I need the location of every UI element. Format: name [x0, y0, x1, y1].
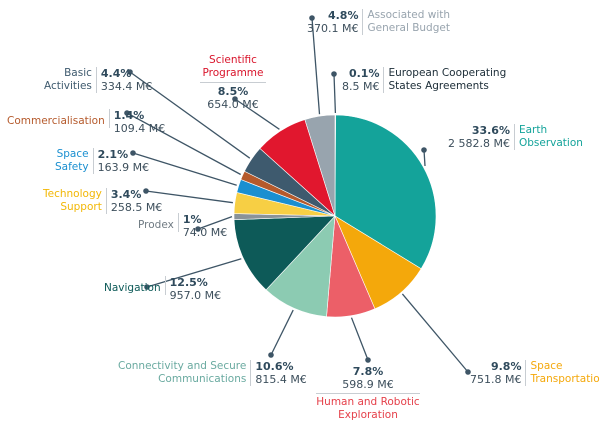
label-ecsa: 0.1% 8.5 M€ European Cooperating States …	[342, 67, 506, 93]
pct-sci: 8.5%	[217, 85, 249, 98]
name-csc-1: Connectivity and Secure	[118, 360, 247, 372]
leader-ba	[129, 71, 251, 159]
slice-eo	[334, 114, 437, 270]
amt-st: 751.8 M€	[470, 373, 522, 386]
amt-csc: 815.4 M€	[255, 373, 307, 386]
leader-dot-ecsa	[331, 71, 337, 77]
name-sci-2: Programme	[202, 67, 264, 79]
name-ba-2: Activities	[44, 80, 92, 92]
amt-sci: 654.0 M€	[207, 98, 259, 111]
label-space-transportation: 9.8% 751.8 M€ Space Transportation	[470, 360, 600, 386]
leader-dot-csc	[268, 352, 274, 358]
name-st-1: Space	[530, 360, 563, 372]
leader-csc	[270, 309, 294, 356]
leader-dot-ba	[127, 69, 133, 75]
name-sci-1: Scientific	[209, 54, 257, 66]
name-ss-1: Space	[56, 148, 89, 160]
leader-dot-prodex	[195, 226, 201, 232]
name-csc-2: Communications	[158, 373, 247, 385]
leader-dot-nav	[144, 284, 150, 290]
name-hre-2: Exploration	[338, 409, 398, 421]
label-space-safety: Space Safety 2.1% 163.9 M€	[55, 148, 149, 174]
leader-dot-hre	[365, 357, 371, 363]
leader-ecsa	[333, 73, 337, 114]
amt-ss: 163.9 M€	[97, 161, 150, 174]
leader-dot-agb	[309, 15, 315, 21]
leader-dot-ss	[130, 150, 136, 156]
name-prodex: Prodex	[138, 219, 174, 231]
label-earth-observation: 33.6% 2 582.8 M€ Earth Observation	[448, 124, 583, 150]
amt-ba: 334.4 M€	[100, 80, 153, 93]
label-prodex: Prodex 1% 74.0 M€	[138, 213, 227, 239]
name-nav: Navigation	[104, 282, 161, 294]
amt-com: 109.4 M€	[113, 122, 166, 135]
amt-ecsa: 8.5 M€	[342, 80, 380, 93]
leader-dot-sci	[232, 96, 238, 102]
leader-com	[126, 112, 242, 176]
pct-prodex: 1%	[182, 213, 202, 226]
leader-hre	[350, 317, 369, 361]
name-ts-1: Technology	[43, 188, 102, 200]
pct-com: 1.4%	[113, 109, 145, 122]
pct-csc: 10.6%	[255, 360, 294, 373]
leader-lines	[124, 15, 471, 375]
leader-dot-eo	[421, 147, 427, 153]
leader-dot-com	[124, 110, 130, 116]
name-eo-2: Observation	[518, 137, 583, 149]
name-com: Commercialisation	[7, 115, 105, 127]
pct-ecsa: 0.1%	[348, 67, 380, 80]
label-technology-support: Technology Support 3.4% 258.5 M€	[43, 188, 162, 214]
amt-ts: 258.5 M€	[110, 201, 163, 214]
name-ba-1: Basic	[64, 67, 92, 79]
pct-st: 9.8%	[490, 360, 522, 373]
leader-nav	[146, 258, 242, 288]
pct-ts: 3.4%	[110, 188, 142, 201]
leader-st	[401, 293, 469, 373]
pct-agb: 4.8%	[327, 9, 359, 22]
pct-nav: 12.5%	[169, 276, 208, 289]
label-scientific: Scientific Programme 8.5% 654.0 M€	[200, 54, 266, 111]
name-agb-2: General Budget	[367, 22, 450, 34]
name-agb-1: Associated with	[367, 9, 451, 21]
label-commercialisation: Commercialisation 1.4% 109.4 M€	[7, 109, 165, 135]
leader-dot-ts	[143, 188, 149, 194]
amt-prodex: 74.0 M€	[182, 226, 228, 239]
leader-sci	[234, 98, 280, 130]
name-eo-1: Earth	[518, 124, 548, 136]
label-navigation: Navigation 12.5% 957.0 M€	[104, 276, 221, 302]
name-st-2: Transportation	[530, 373, 600, 385]
pct-hre: 7.8%	[352, 365, 384, 378]
pie-slices	[233, 114, 437, 318]
pct-ss: 2.1%	[97, 148, 129, 161]
slice-csc	[265, 215, 336, 317]
leader-prodex	[197, 215, 233, 230]
leader-dot-st	[465, 369, 471, 375]
amt-agb: 370.1 M€	[307, 22, 359, 35]
name-hre-1: Human and Robotic	[316, 396, 420, 408]
label-connectivity: Connectivity and Secure Communications 1…	[118, 360, 307, 386]
amt-nav: 957.0 M€	[169, 289, 222, 302]
name-ecsa-1: European Cooperating	[388, 67, 507, 79]
label-associated-general-budget: 4.8% 370.1 M€ Associated with General Bu…	[307, 9, 450, 35]
amt-eo: 2 582.8 M€	[448, 137, 510, 150]
leader-ss	[132, 152, 237, 186]
label-human-robotic-exploration: 7.8% 598.9 M€ Human and Robotic Explorat…	[316, 365, 420, 422]
pct-eo: 33.6%	[471, 124, 510, 137]
slice-nav	[233, 215, 336, 291]
slice-agb	[304, 114, 336, 217]
leader-agb	[311, 17, 321, 115]
name-ts-2: Support	[60, 201, 102, 213]
name-ss-2: Safety	[55, 161, 89, 173]
leader-ts	[145, 190, 233, 204]
label-basic-activities: Basic Activities 4.4% 334.4 M€	[44, 67, 152, 93]
amt-hre: 598.9 M€	[342, 378, 394, 391]
name-ecsa-2: States Agreements	[388, 80, 489, 92]
pct-ba: 4.4%	[100, 67, 132, 80]
